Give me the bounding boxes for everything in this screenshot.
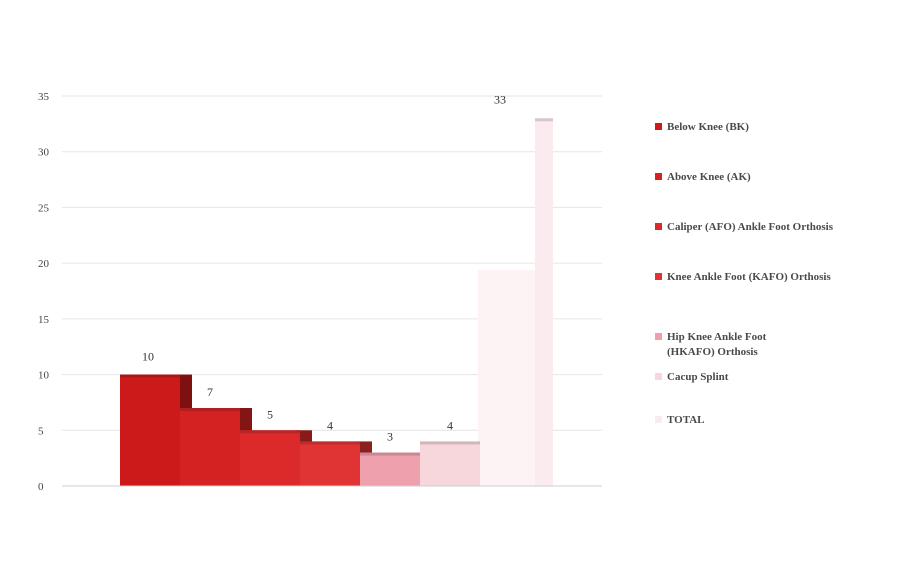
legend-label: TOTAL	[667, 414, 705, 426]
bar-top	[300, 441, 360, 445]
bar	[360, 452, 420, 486]
y-tick-label: 35	[38, 91, 50, 103]
y-tick-label: 25	[38, 202, 50, 214]
bar	[535, 118, 553, 487]
legend-swatch	[655, 273, 662, 280]
y-tick-label: 15	[38, 314, 50, 326]
data-label: 7	[207, 385, 213, 399]
legend-swatch	[655, 416, 662, 423]
bar-layer	[120, 118, 553, 487]
legend-item: Hip Knee Ankle Foot (HKAFO) Orthosis	[655, 331, 767, 358]
legend-label: Above Knee (AK)	[667, 171, 751, 183]
legend-swatch	[655, 123, 662, 130]
legend-label: Cacup Splint	[667, 371, 729, 383]
bar-top	[535, 118, 553, 122]
bar-top	[180, 408, 240, 411]
legend-item: TOTAL	[655, 414, 705, 426]
bar	[420, 441, 480, 486]
data-label: 10	[142, 350, 154, 364]
legend-label: Below Knee (BK)	[667, 121, 749, 133]
data-label: 4	[447, 418, 453, 432]
legend-swatch	[655, 373, 662, 380]
bar-front	[535, 118, 553, 487]
data-label: 33	[494, 92, 506, 106]
bar-top	[120, 374, 180, 378]
legend-item: Knee Ankle Foot (KAFO) Orthosis	[655, 271, 831, 283]
bar-front	[120, 374, 180, 486]
legend-swatch	[655, 173, 662, 180]
y-tick-label: 30	[38, 147, 50, 159]
legend-layer: Below Knee (BK) Above Knee (AK) Caliper (A…	[655, 121, 834, 426]
label-layer: 10 7 5 4 3 4 33	[142, 92, 506, 443]
bar-front	[180, 408, 240, 486]
bar-front	[420, 441, 480, 486]
total-backdrop	[478, 270, 536, 486]
y-tick-label: 5	[38, 425, 44, 437]
bar-top	[360, 452, 420, 456]
legend-item: Caliper (AFO) Ankle Foot Orthosis	[655, 221, 834, 233]
legend-item: Below Knee (BK)	[655, 121, 749, 133]
bar-front	[360, 452, 420, 486]
legend-label: Knee Ankle Foot (KAFO) Orthosis	[667, 271, 831, 283]
y-tick-label: 0	[38, 481, 44, 493]
legend-item: Cacup Splint	[655, 371, 729, 383]
legend-swatch	[655, 333, 662, 340]
bar-top	[420, 441, 480, 445]
legend-label: Hip Knee Ankle Foot (HKAFO) Orthosis	[667, 331, 767, 358]
y-tick-label: 20	[38, 258, 50, 270]
data-label: 3	[387, 430, 393, 444]
bar-front	[240, 430, 300, 486]
bar-front	[300, 441, 360, 486]
data-label: 5	[267, 407, 273, 421]
legend-item: Above Knee (AK)	[655, 171, 751, 183]
bar-top	[240, 430, 300, 434]
legend-label: Caliper (AFO) Ankle Foot Orthosis	[667, 221, 834, 233]
data-label: 4	[327, 418, 333, 432]
y-tick-label: 10	[38, 370, 50, 382]
bar	[120, 374, 192, 486]
legend-swatch	[655, 223, 662, 230]
